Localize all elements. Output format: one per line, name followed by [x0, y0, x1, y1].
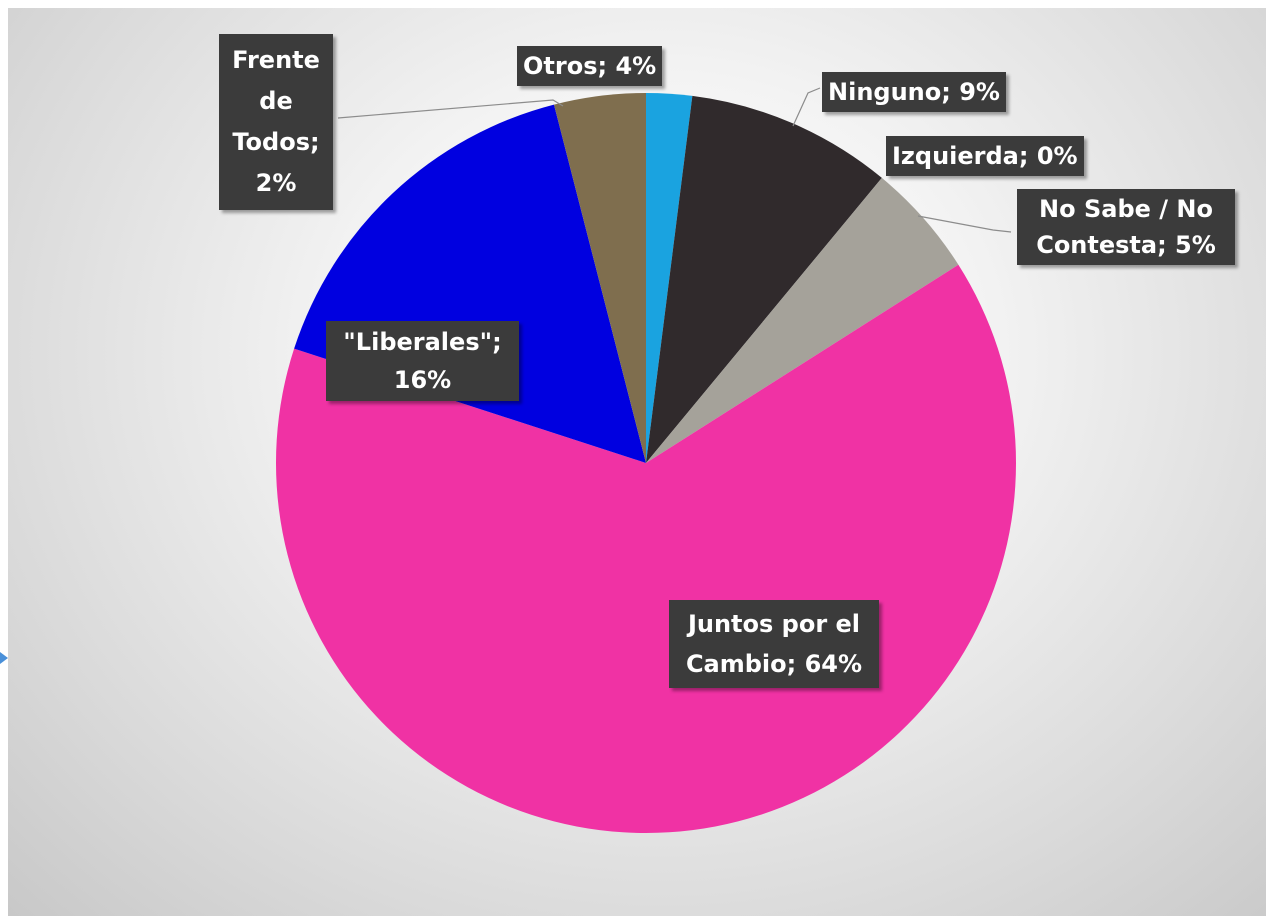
leader-line-ninguno: [792, 87, 821, 127]
data-label-otros: Otros; 4%: [517, 46, 663, 86]
data-label-no-sabe-no-contesta: No Sabe / No Contesta; 5%: [1017, 189, 1235, 265]
leader-line-nosabe: [917, 215, 1012, 233]
pie-slice-ninguno: [646, 95, 882, 464]
leader-lines: [337, 87, 1012, 233]
data-label-juntos-por-el-cambio: Juntos por el Cambio; 64%: [669, 600, 879, 688]
pie-slices: [275, 93, 1016, 834]
data-label-frente-de-todos: Frente de Todos; 2%: [219, 34, 333, 210]
pie-slice-frente-de-todos: [646, 93, 693, 463]
data-label-liberales: "Liberales"; 16%: [326, 321, 519, 401]
pie-slice-no-sabe-no-contesta: [646, 177, 959, 463]
pie-slice-otros: [553, 93, 646, 463]
pie-slice-juntos-por-el-cambio: [275, 264, 1016, 834]
data-label-ninguno: Ninguno; 9%: [822, 72, 1006, 112]
data-label-izquierda: Izquierda; 0%: [886, 136, 1084, 176]
edge-arrow-icon: [0, 652, 8, 664]
leader-line-frente: [337, 99, 564, 119]
chart-area: Frente de Todos; 2% Otros; 4% Ninguno; 9…: [8, 8, 1266, 916]
